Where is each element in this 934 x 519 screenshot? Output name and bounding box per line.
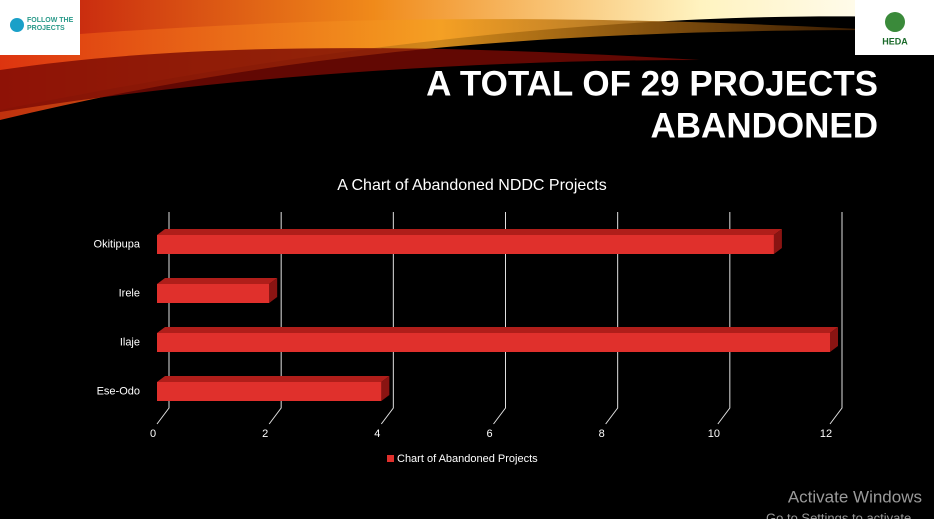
grid-line: [380, 212, 394, 425]
logo-text: HEDA: [882, 36, 908, 46]
x-tick-label: 0: [150, 428, 156, 440]
logo-text: PROJECTS: [27, 25, 65, 32]
slide-title: ABANDONED: [651, 106, 879, 145]
y-tick-label: Irele: [119, 287, 140, 299]
bar: [157, 284, 270, 303]
grid-line: [605, 212, 619, 425]
bar: [157, 382, 382, 401]
grid-line: [829, 212, 843, 425]
chart-title: A Chart of Abandoned NDDC Projects: [337, 177, 606, 194]
x-tick-label: 2: [262, 428, 268, 440]
logo-text: FOLLOW THE: [27, 17, 74, 24]
grid-line: [156, 212, 170, 425]
legend-label: Chart of Abandoned Projects: [397, 453, 538, 465]
logo-icon: [10, 18, 24, 32]
watermark: Activate Windows: [788, 487, 922, 506]
slide-title: A TOTAL OF 29 PROJECTS: [426, 64, 878, 103]
swoosh: [0, 19, 880, 121]
grid-line: [268, 212, 282, 425]
bar-top: [157, 229, 782, 235]
bar-side: [269, 278, 278, 303]
x-tick-label: 10: [708, 428, 720, 440]
y-tick-label: Ese-Odo: [97, 385, 140, 397]
bar-top: [157, 327, 838, 333]
bar-side: [773, 229, 782, 254]
x-tick-label: 8: [599, 428, 605, 440]
bar: [157, 235, 774, 254]
watermark: Go to Settings to activate: [766, 510, 911, 519]
x-tick-label: 12: [820, 428, 832, 440]
bar: [157, 333, 830, 352]
bar-top: [157, 278, 278, 284]
bar-top: [157, 376, 390, 382]
y-tick-label: Okitipupa: [94, 238, 141, 250]
x-tick-label: 4: [374, 428, 380, 440]
swoosh: [0, 48, 700, 112]
grid-line: [493, 212, 506, 425]
bar-side: [381, 376, 390, 401]
x-tick-label: 6: [486, 428, 492, 440]
grid-line: [717, 212, 731, 425]
y-tick-label: Ilaje: [120, 336, 140, 348]
legend-swatch: [387, 455, 394, 462]
logo-icon: [885, 12, 905, 32]
bar-side: [830, 327, 838, 352]
